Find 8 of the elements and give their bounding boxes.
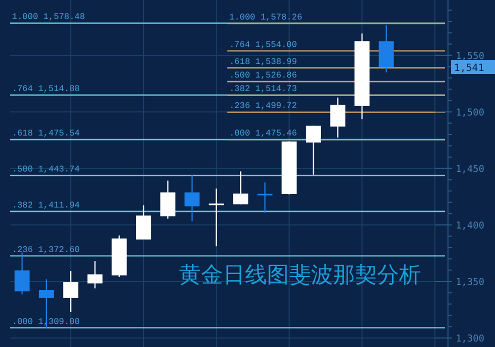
text: 黄金日线图斐波那契分析 xyxy=(179,263,421,288)
y-tick-label: 1,450 xyxy=(456,164,485,175)
y-tick-label: 1,350 xyxy=(456,276,485,288)
annotation: 1,541 xyxy=(451,60,495,74)
y-tick-label: 1,400 xyxy=(456,220,485,232)
y-tick-label: 1,300 xyxy=(456,333,485,344)
y-tick-label: 1,500 xyxy=(456,107,485,118)
y-tick-label: 1,550 xyxy=(456,50,485,62)
